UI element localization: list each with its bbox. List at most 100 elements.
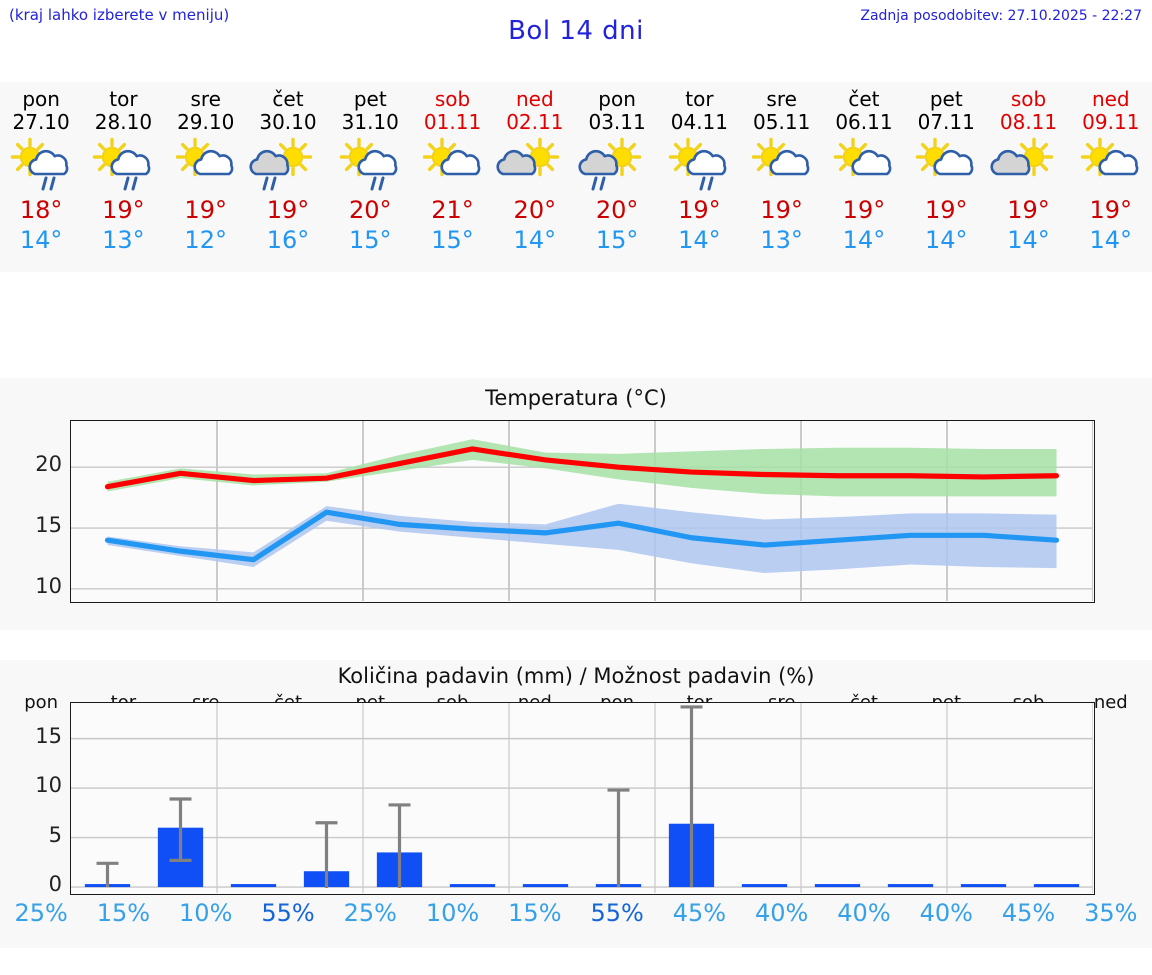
precipitation-y-tick-label: 10 bbox=[35, 773, 62, 798]
sun-cloud-rain-icon bbox=[329, 137, 411, 195]
sun-cloud-icon bbox=[905, 137, 987, 195]
day-date: 29.10 bbox=[177, 110, 235, 134]
day-column[interactable]: sre 05.11 19° 13° bbox=[741, 82, 823, 272]
precipitation-plot-area bbox=[70, 702, 1095, 895]
max-temperature: 20° bbox=[595, 196, 639, 224]
day-column[interactable]: sob 01.11 21° 15° bbox=[411, 82, 493, 272]
max-temperature: 19° bbox=[842, 196, 886, 224]
precipitation-probability: 10% bbox=[425, 899, 480, 927]
day-column[interactable]: ned 02.11 20° 14° bbox=[494, 82, 576, 272]
max-temperature: 19° bbox=[1007, 196, 1050, 224]
day-date: 06.11 bbox=[835, 110, 893, 134]
precipitation-probability: 35% bbox=[1084, 899, 1138, 927]
day-column[interactable]: tor 28.10 19° 13° bbox=[82, 82, 164, 272]
temperature-y-tick-label: 20 bbox=[35, 452, 62, 477]
min-temperature: 13° bbox=[102, 226, 145, 254]
day-column[interactable]: pon 27.10 18° 14° bbox=[0, 82, 82, 272]
min-temperature: 14° bbox=[842, 226, 886, 254]
precipitation-probability: 55% bbox=[590, 899, 644, 927]
precipitation-chart-title: Količina padavin (mm) / Možnost padavin … bbox=[337, 664, 815, 688]
day-date: 03.11 bbox=[588, 110, 646, 134]
precipitation-probability: 40% bbox=[755, 899, 809, 927]
day-date: 08.11 bbox=[999, 110, 1058, 134]
day-date: 02.11 bbox=[506, 110, 564, 134]
day-of-week: pet bbox=[929, 87, 963, 111]
max-temperature: 19° bbox=[102, 196, 145, 224]
day-of-week: čet bbox=[848, 87, 880, 111]
precipitation-y-tick-label: 5 bbox=[48, 822, 62, 847]
sun-cloud-icon bbox=[741, 137, 823, 195]
min-temperature: 14° bbox=[1007, 226, 1050, 254]
precipitation-day-label: pon bbox=[24, 692, 59, 713]
sun-cloud-icon bbox=[823, 137, 905, 195]
min-temperature: 16° bbox=[266, 226, 310, 254]
sun-greycloud-rain-icon bbox=[576, 137, 658, 195]
day-column[interactable]: čet 06.11 19° 14° bbox=[823, 82, 905, 272]
min-temperature: 12° bbox=[184, 226, 227, 254]
min-temperature: 15° bbox=[348, 226, 392, 254]
max-temperature: 18° bbox=[19, 196, 63, 224]
day-of-week: sre bbox=[766, 87, 797, 111]
day-date: 05.11 bbox=[753, 110, 811, 134]
page-header: (kraj lahko izberete v meniju) Bol 14 dn… bbox=[0, 0, 1152, 60]
day-of-week: sob bbox=[434, 87, 471, 111]
day-date: 04.11 bbox=[670, 110, 729, 134]
min-temperature: 14° bbox=[1089, 226, 1133, 254]
precipitation-probability: 25% bbox=[343, 899, 397, 927]
sun-greycloud-icon bbox=[494, 137, 576, 195]
menu-hint-text: (kraj lahko izberete v meniju) bbox=[9, 6, 230, 24]
precipitation-probability: 10% bbox=[179, 899, 233, 927]
sun-greycloud-icon bbox=[988, 137, 1070, 195]
day-date: 28.10 bbox=[94, 110, 153, 134]
daily-forecast-strip: pon 27.10 18° 14° tor 28.10 19° 13° sre 29.10 19° 1… bbox=[0, 82, 1152, 272]
day-column[interactable]: čet 30.10 19° 16° bbox=[247, 82, 329, 272]
temperature-y-tick-label: 10 bbox=[35, 573, 62, 598]
temperature-plot-svg bbox=[71, 421, 1094, 601]
day-column[interactable]: pet 07.11 19° 14° bbox=[905, 82, 987, 272]
day-of-week: pon bbox=[22, 87, 60, 111]
min-temperature: 14° bbox=[924, 226, 968, 254]
day-of-week: ned bbox=[1091, 87, 1130, 111]
precipitation-y-tick-label: 15 bbox=[35, 723, 62, 748]
precipitation-chart-section: Količina padavin (mm) / Možnost padavin … bbox=[0, 660, 1152, 948]
precipitation-day-label: ned bbox=[1093, 692, 1128, 713]
day-column[interactable]: sob 08.11 19° 14° bbox=[987, 82, 1069, 272]
day-date: 09.11 bbox=[1082, 110, 1140, 134]
min-temperature: 14° bbox=[513, 226, 557, 254]
day-of-week: sob bbox=[1010, 87, 1047, 111]
page-title: Bol 14 dni bbox=[508, 16, 644, 46]
sun-cloud-rain-icon bbox=[658, 137, 740, 195]
day-date: 30.10 bbox=[259, 110, 317, 134]
day-column[interactable]: sre 29.10 19° 12° bbox=[165, 82, 247, 272]
precipitation-y-tick-label: 0 bbox=[48, 872, 62, 897]
day-column[interactable]: pet 31.10 20° 15° bbox=[329, 82, 411, 272]
sun-cloud-icon bbox=[165, 137, 247, 195]
last-update-text: Zadnja posodobitev: 27.10.2025 - 22:27 bbox=[860, 8, 1142, 24]
sun-greycloud-rain-icon bbox=[247, 137, 329, 195]
min-temperature: 15° bbox=[431, 226, 474, 254]
precipitation-probability: 45% bbox=[1001, 899, 1056, 927]
day-of-week: pon bbox=[598, 87, 636, 111]
max-temperature: 19° bbox=[760, 196, 803, 224]
day-column[interactable]: pon 03.11 20° 15° bbox=[576, 82, 658, 272]
max-temperature: 19° bbox=[678, 196, 721, 224]
day-of-week: ned bbox=[515, 87, 554, 111]
precipitation-probability: 40% bbox=[837, 899, 891, 927]
day-date: 07.11 bbox=[917, 110, 975, 134]
day-column[interactable]: tor 04.11 19° 14° bbox=[658, 82, 740, 272]
day-date: 27.10 bbox=[12, 110, 70, 134]
min-temperature: 15° bbox=[595, 226, 639, 254]
min-temperature: 14° bbox=[678, 226, 721, 254]
max-temperature: 19° bbox=[184, 196, 227, 224]
sun-cloud-rain-icon bbox=[0, 137, 82, 195]
precipitation-plot-svg bbox=[71, 703, 1094, 893]
precipitation-probability: 15% bbox=[96, 899, 151, 927]
precipitation-probability: 40% bbox=[919, 899, 973, 927]
temperature-y-tick-label: 15 bbox=[35, 513, 62, 538]
max-temperature: 19° bbox=[924, 196, 968, 224]
day-column[interactable]: ned 09.11 19° 14° bbox=[1070, 82, 1152, 272]
day-of-week: tor bbox=[109, 87, 138, 111]
max-temperature: 19° bbox=[1089, 196, 1133, 224]
day-of-week: čet bbox=[272, 87, 304, 111]
